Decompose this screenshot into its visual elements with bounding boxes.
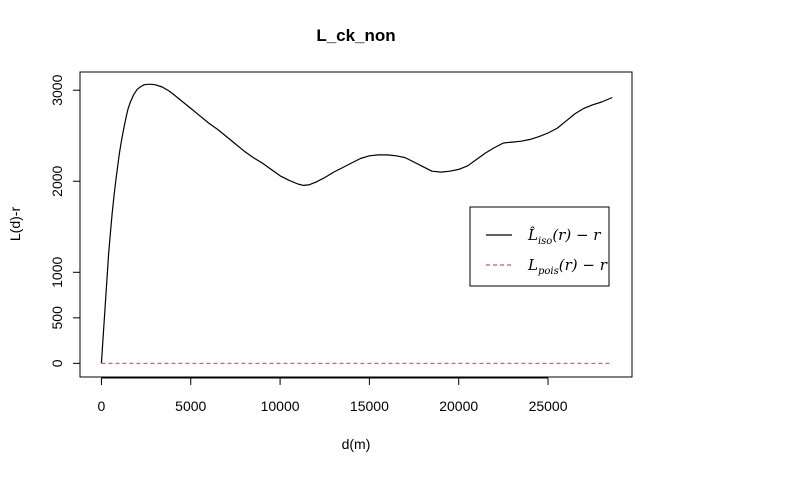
legend-entry-pois: Lpois(r) − r — [527, 256, 608, 277]
legend-subscript: pois — [538, 266, 559, 277]
x-axis-label: d(m) — [342, 436, 371, 452]
series-layer — [100, 83, 613, 364]
series-line-iso — [100, 83, 613, 364]
legend-main: L — [527, 256, 538, 274]
x-tick-label: 25000 — [529, 398, 568, 414]
legend-entry-iso: L̂iso(r) − r — [527, 226, 601, 247]
y-axis-label: L(d)-r — [7, 207, 23, 242]
y-tick-label: 3000 — [49, 74, 65, 105]
x-axis: 0 5000 10000 15000 20000 25000 — [98, 377, 568, 414]
y-tick-label: 2000 — [49, 165, 65, 196]
y-tick-label: 500 — [49, 306, 65, 330]
legend-box — [469, 206, 610, 287]
x-tick-label: 15000 — [350, 398, 389, 414]
chart-title: L_ck_non — [316, 26, 395, 45]
x-tick-label: 10000 — [261, 398, 300, 414]
legend-tail: (r) − r — [559, 256, 608, 274]
y-axis: 0 500 1000 2000 3000 — [49, 74, 81, 367]
y-tick-label: 0 — [49, 359, 65, 367]
y-tick-label: 1000 — [49, 257, 65, 288]
x-tick-label: 0 — [98, 398, 106, 414]
legend-tail: (r) − r — [552, 226, 601, 244]
legend-subscript: iso — [538, 236, 552, 247]
x-tick-label: 5000 — [175, 398, 206, 414]
x-tick-label: 20000 — [439, 398, 478, 414]
legend-main: L̂ — [527, 226, 538, 244]
